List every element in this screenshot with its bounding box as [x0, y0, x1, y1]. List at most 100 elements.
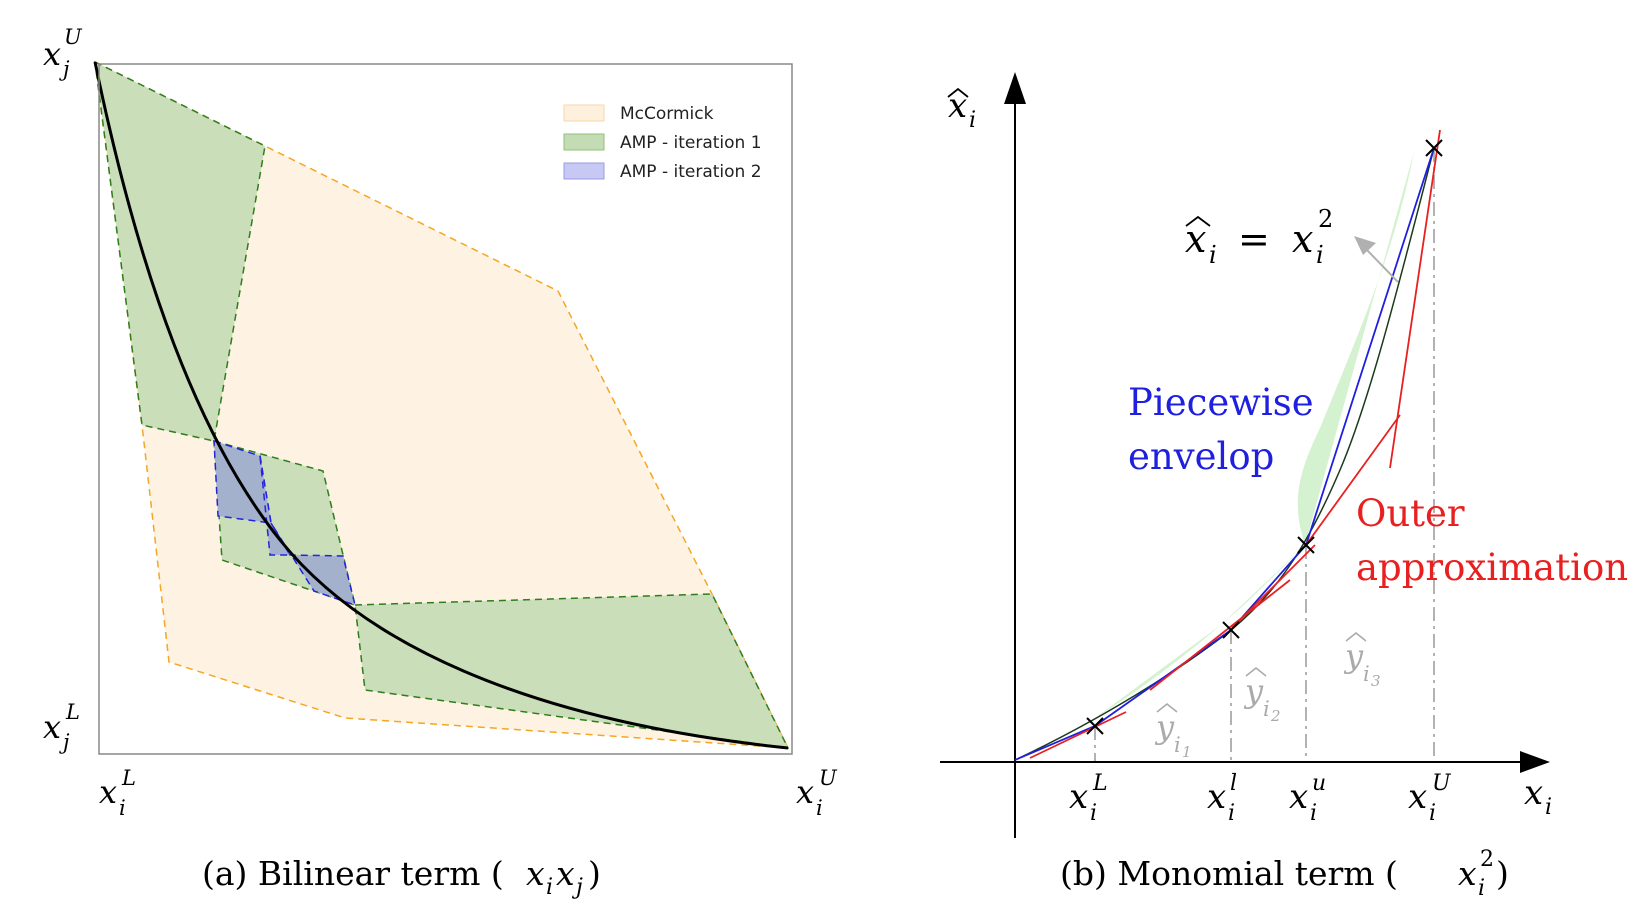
svg-text:i: i [1263, 697, 1270, 721]
svg-text:L: L [65, 700, 80, 724]
svg-text:i: i [1310, 801, 1317, 826]
legend-swatch-amp2 [563, 162, 605, 180]
label-xi-lower: x i L [99, 766, 136, 820]
x-axis-arrow [1520, 751, 1550, 773]
piecewise-label-line2: envelop [1128, 435, 1274, 478]
legend-label-mccormick: McCormick [620, 104, 714, 124]
outer-label-line2: approximation [1356, 546, 1628, 589]
svg-text:l: l [1230, 771, 1237, 796]
equation-pointer-head [1354, 236, 1376, 255]
svg-text:y: y [1243, 672, 1264, 710]
svg-text:2: 2 [1480, 847, 1494, 872]
svg-text:x: x [1458, 854, 1477, 893]
svg-text:L: L [121, 766, 136, 790]
svg-text:i: i [1478, 876, 1485, 901]
label-xj-lower: x j L [43, 700, 80, 754]
svg-text:x: x [948, 86, 967, 126]
amp2-box-3 [270, 522, 357, 607]
label-xj-upper: x j U [43, 25, 83, 81]
svg-text:x: x [43, 35, 61, 73]
svg-text:(a) Bilinear term (: (a) Bilinear term ( [202, 854, 504, 893]
svg-text:i: i [1228, 801, 1235, 826]
legend: McCormick AMP - iteration 1 AMP - iterat… [563, 104, 762, 182]
svg-text:x: x [1408, 777, 1427, 817]
svg-text:=: = [1238, 217, 1270, 261]
svg-text:U: U [1432, 771, 1452, 796]
svg-text:i: i [1316, 241, 1324, 269]
equation-label: x i = x i 2 [1185, 205, 1333, 269]
svg-text:2: 2 [1270, 707, 1281, 725]
svg-text:x: x [1069, 777, 1088, 817]
gap-region [1297, 152, 1414, 545]
svg-text:i: i [1363, 662, 1370, 686]
equation-pointer-line [1366, 249, 1399, 283]
svg-text:): ) [588, 854, 601, 893]
svg-text:x: x [43, 708, 61, 746]
breakpoint-markers [1086, 139, 1443, 735]
piecewise-label-line1: Piecewise [1128, 381, 1314, 424]
svg-text:j: j [59, 57, 70, 81]
monomial-curve [1014, 147, 1435, 761]
yhat-label-1: y i 1 [1154, 702, 1192, 761]
svg-text:3: 3 [1371, 672, 1381, 690]
guide-lines [1094, 148, 1435, 762]
amp1-top-left [94, 60, 266, 442]
legend-swatch-amp1 [563, 133, 605, 151]
svg-text:i: i [1174, 733, 1181, 757]
svg-text:y: y [1343, 637, 1364, 675]
svg-text:y: y [1154, 708, 1175, 746]
yhat-label-3: y i 3 [1343, 631, 1381, 690]
legend-label-amp1: AMP - iteration 1 [620, 133, 762, 153]
svg-text:x: x [796, 773, 814, 811]
svg-text:U: U [64, 25, 83, 49]
mccormick-region [94, 60, 790, 749]
svg-text:x: x [1185, 217, 1206, 261]
legend-label-amp2: AMP - iteration 2 [620, 162, 762, 182]
svg-text:u: u [1312, 771, 1326, 796]
svg-text:i: i [1090, 801, 1097, 826]
svg-text:i: i [816, 796, 823, 820]
marker-xiu [1297, 536, 1315, 554]
y-axis-label: x i [947, 86, 976, 133]
legend-swatch-mccormick [563, 104, 605, 122]
svg-text:(b) Monomial term (: (b) Monomial term ( [1060, 854, 1398, 893]
svg-text:i: i [969, 108, 976, 133]
svg-text:x: x [1289, 777, 1308, 817]
x-axis-label: x i [1524, 773, 1552, 820]
outer-approximation-tangents [1029, 129, 1441, 759]
label-xi-upper: x i U [796, 766, 838, 820]
svg-text:): ) [1496, 854, 1509, 893]
panel-b: x i x i x i L x i l x i u x i U [940, 72, 1628, 901]
svg-text:x: x [99, 773, 117, 811]
svg-text:x: x [1524, 773, 1543, 813]
tick-label-xiL: x i L [1069, 771, 1108, 826]
svg-text:i: i [546, 875, 553, 900]
svg-text:j: j [59, 730, 70, 754]
svg-text:x: x [1292, 217, 1313, 261]
caption-b: (b) Monomial term ( x i 2 ) [1060, 847, 1509, 901]
panel-a-frame [98, 63, 793, 755]
panel-a: McCormick AMP - iteration 1 AMP - iterat… [43, 25, 838, 900]
yhat-label-2: y i 2 [1243, 666, 1281, 725]
svg-text:i: i [1209, 241, 1217, 269]
marker-xil [1222, 621, 1240, 639]
svg-text:i: i [1545, 795, 1552, 820]
svg-text:i: i [1429, 801, 1436, 826]
svg-text:x: x [526, 854, 545, 893]
y-axis-arrow [1004, 72, 1026, 104]
bilinear-curve [93, 61, 789, 750]
svg-text:U: U [819, 766, 838, 790]
svg-text:1: 1 [1182, 743, 1192, 761]
outer-label-line1: Outer [1356, 492, 1465, 535]
caption-a: (a) Bilinear term ( x i x j ) [202, 854, 601, 900]
marker-xiU [1425, 139, 1443, 157]
svg-text:2: 2 [1318, 205, 1333, 233]
svg-text:i: i [119, 796, 126, 820]
tick-label-xil: x i l [1207, 771, 1237, 826]
tick-label-xiU: x i U [1408, 771, 1452, 826]
svg-text:x: x [1207, 777, 1226, 817]
gap-region-lower [1095, 545, 1305, 718]
svg-text:x: x [556, 854, 575, 893]
tick-label-xiu: x i u [1289, 771, 1326, 826]
